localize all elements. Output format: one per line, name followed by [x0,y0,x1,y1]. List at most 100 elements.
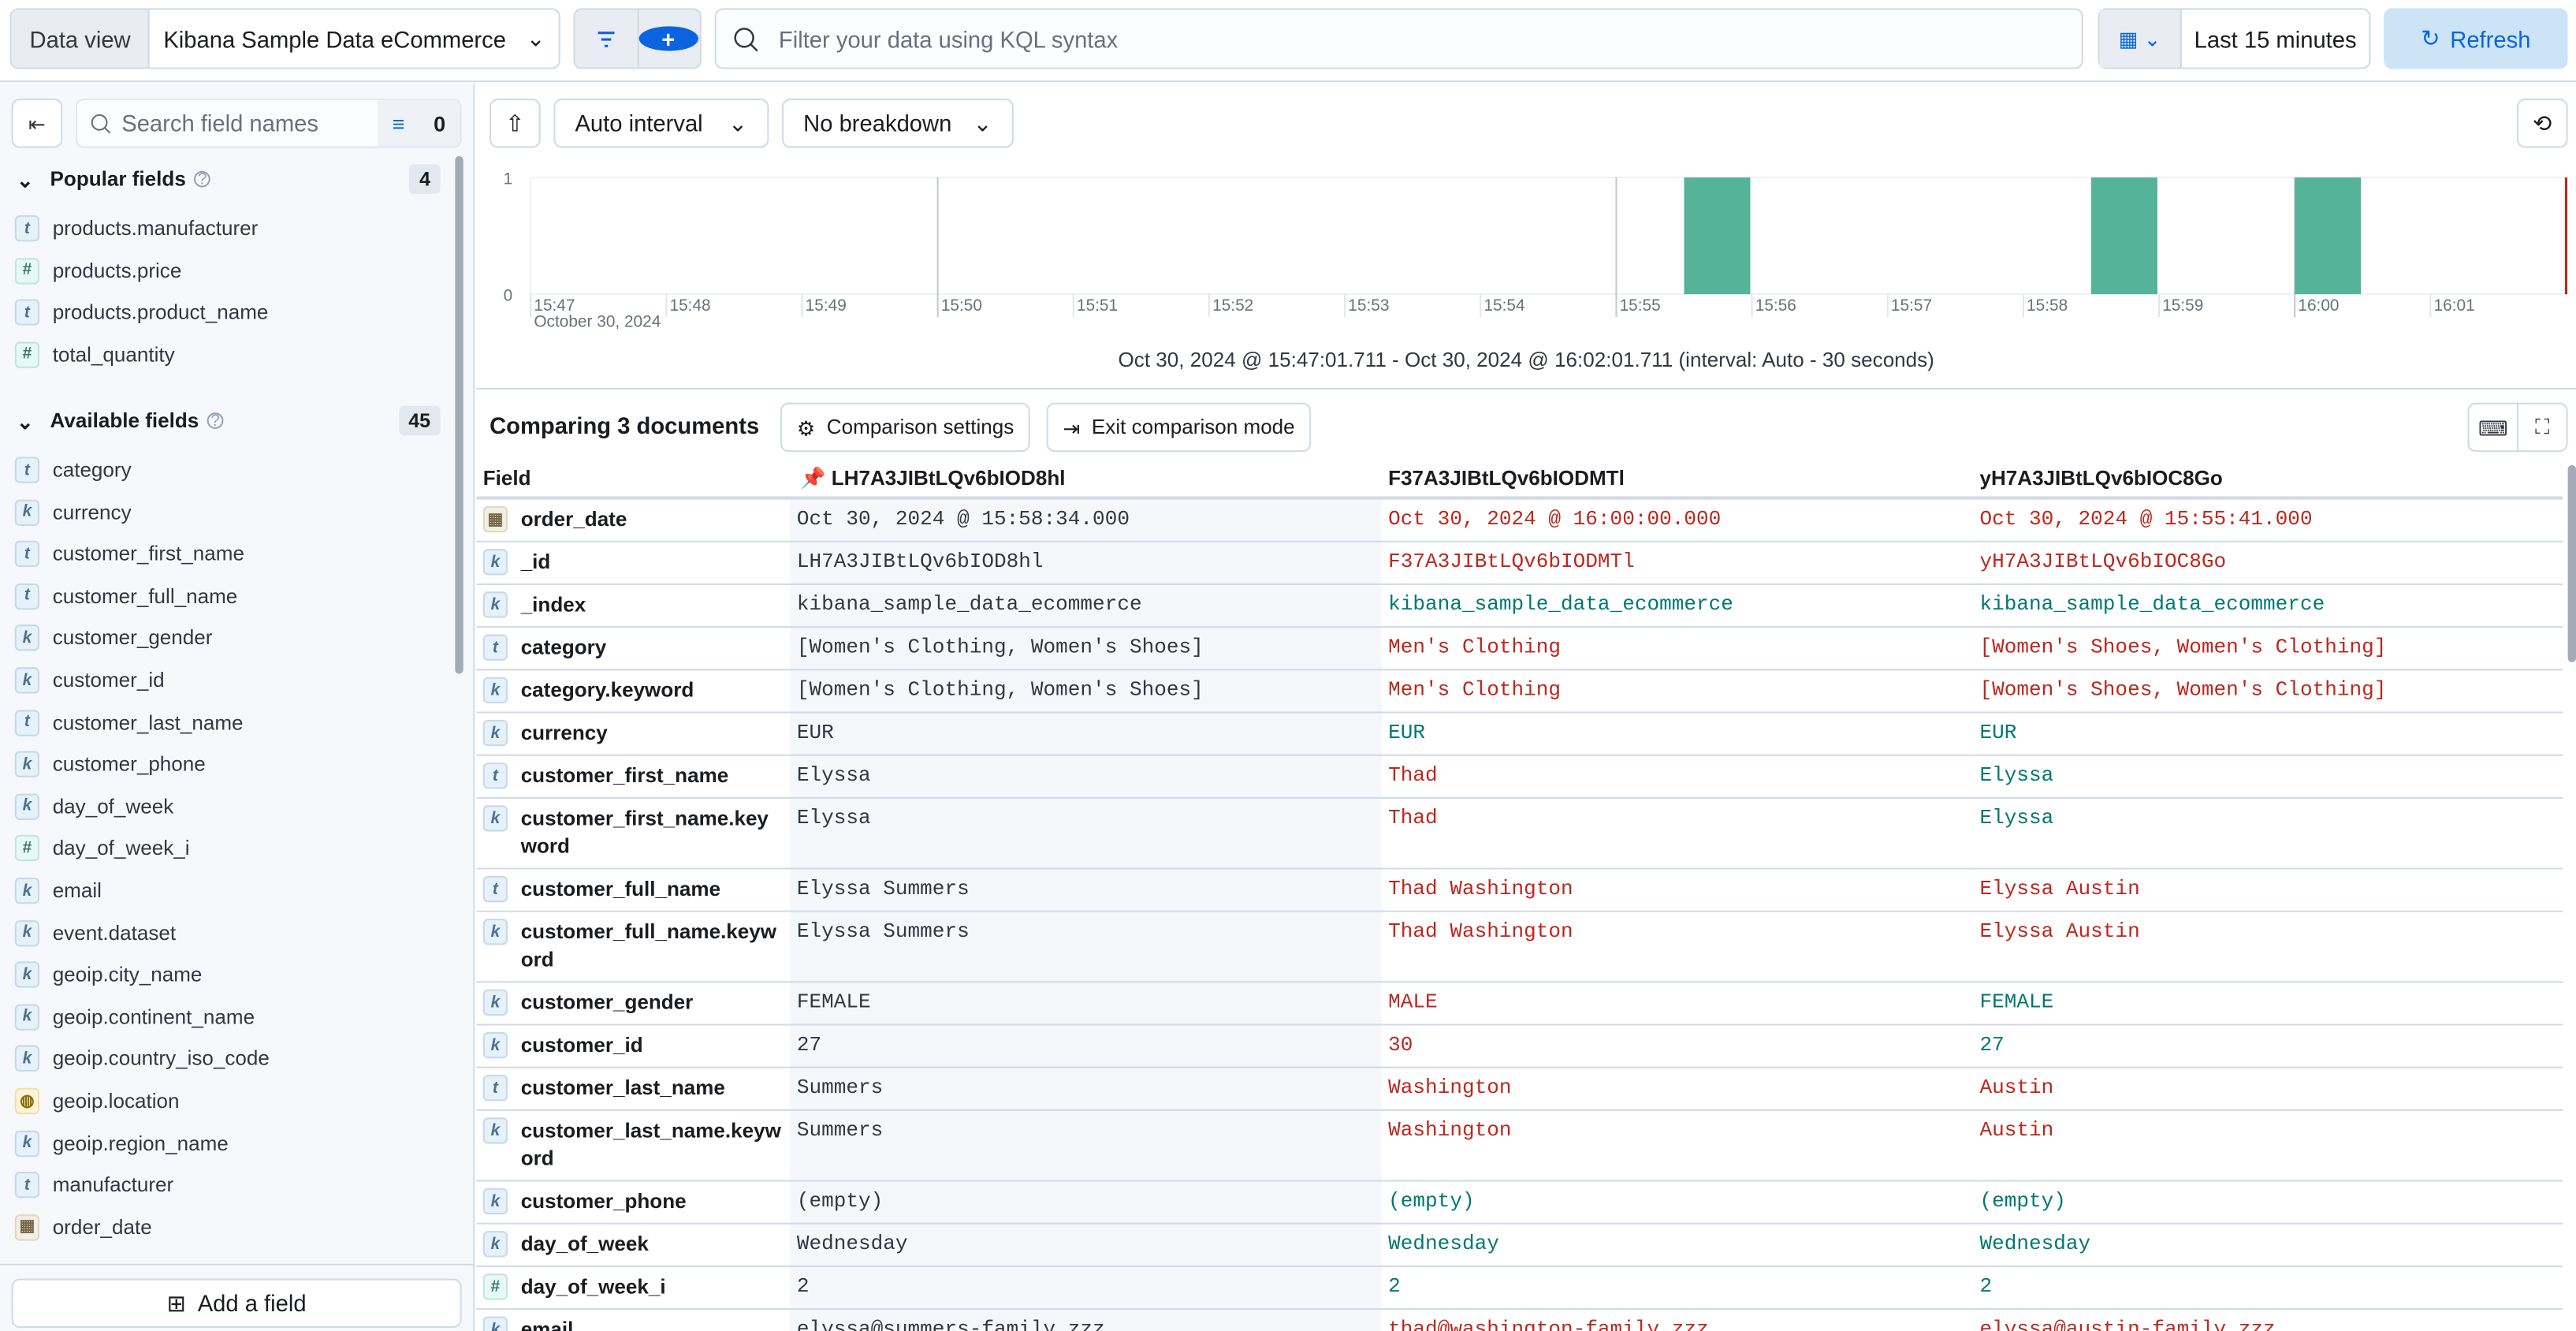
pinned-value-cell[interactable]: Summers [790,1109,1382,1182]
sidebar-field-item[interactable]: # products.price [14,252,459,289]
date-picker[interactable]: ▦ ⌄ Last 15 minutes [2098,8,2371,69]
field-filter-button[interactable]: ≡ 0 [378,100,460,147]
pinned-value-cell[interactable]: kibana_sample_data_ecommerce [790,583,1382,628]
compared-value-cell[interactable]: [Women's Shoes, Women's Clothing] [1973,669,2563,714]
pinned-value-cell[interactable]: [Women's Clothing, Women's Shoes] [790,669,1382,714]
compared-value-cell[interactable]: Austin [1973,1067,2563,1111]
sidebar-field-item[interactable]: k geoip.city_name [14,956,459,993]
compared-value-cell[interactable]: 2 [1973,1266,2563,1310]
document-column-header[interactable]: F37A3JIBtLQv6bIODMTl [1381,460,1974,500]
compared-value-cell[interactable]: kibana_sample_data_ecommerce [1381,583,1974,628]
compared-value-cell[interactable]: Thad Washington [1381,868,1974,912]
compared-value-cell[interactable]: Washington [1381,1067,1974,1111]
compared-value-cell[interactable]: Elyssa Austin [1973,911,2563,983]
sidebar-field-item[interactable]: t customer_last_name [14,704,459,740]
pinned-value-cell[interactable]: 27 [790,1024,1382,1068]
compared-value-cell[interactable]: Elyssa [1973,797,2563,870]
compared-value-cell[interactable]: Austin [1973,1109,2563,1182]
pinned-value-cell[interactable]: elyssa@summers-family.zzz [790,1309,1382,1331]
sidebar-field-item[interactable]: k customer_gender [14,621,459,657]
sidebar-field-item[interactable]: k day_of_week [14,789,459,825]
available-fields-header[interactable]: ⌄ Available fields? 45 [17,405,441,438]
collapse-sidebar-button[interactable]: ⇤ [11,99,63,148]
kql-query-input[interactable]: Filter your data using KQL syntax [714,8,2083,69]
pinned-value-cell[interactable]: EUR [790,712,1382,756]
fullscreen-button[interactable]: ⛶ [2518,405,2566,450]
compared-value-cell[interactable]: Thad [1381,755,1974,799]
pinned-value-cell[interactable]: [Women's Clothing, Women's Shoes] [790,627,1382,671]
sidebar-field-item[interactable]: k geoip.continent_name [14,999,459,1035]
sidebar-field-item[interactable]: ◍ geoip.location [14,1083,459,1119]
pinned-value-cell[interactable]: FEMALE [790,982,1382,1026]
compared-value-cell[interactable]: Wednesday [1381,1223,1974,1267]
sidebar-field-item[interactable]: k customer_phone [14,747,459,783]
compared-value-cell[interactable]: 30 [1381,1024,1974,1068]
compared-value-cell[interactable]: Men's Clothing [1381,627,1974,671]
document-column-header-pinned[interactable]: 📌 LH7A3JIBtLQv6bIOD8hl [790,460,1382,500]
compared-value-cell[interactable]: (empty) [1973,1180,2563,1225]
compared-value-cell[interactable]: Oct 30, 2024 @ 15:55:41.000 [1973,498,2563,542]
sidebar-field-item[interactable]: t category [14,452,459,488]
compared-value-cell[interactable]: Washington [1381,1109,1974,1182]
document-column-header[interactable]: yH7A3JIBtLQv6bIOC8Go [1973,460,2563,500]
pinned-value-cell[interactable]: Elyssa [790,797,1382,870]
toggle-chart-button[interactable]: ⇧ [490,99,541,148]
sidebar-field-item[interactable]: k geoip.region_name [14,1125,459,1161]
pinned-value-cell[interactable]: (empty) [790,1180,1382,1225]
sidebar-field-item[interactable]: k currency [14,494,459,530]
compared-value-cell[interactable]: Elyssa Austin [1973,868,2563,912]
compared-value-cell[interactable]: Thad Washington [1381,911,1974,983]
histogram-chart[interactable]: 0 1 15:47 15:48 15:49 15:50 15:51 15:52 15:53 15:… [476,156,2576,388]
compared-value-cell[interactable]: EUR [1973,712,2563,756]
compared-value-cell[interactable]: [Women's Shoes, Women's Clothing] [1973,627,2563,671]
keyboard-shortcuts-button[interactable]: ⌨ [2470,404,2519,451]
compared-value-cell[interactable]: Thad [1381,797,1974,870]
filter-menu-button[interactable] [575,9,638,68]
calendar-icon[interactable]: ▦ ⌄ [2099,9,2182,68]
refresh-button[interactable]: ↻ Refresh [2384,8,2568,69]
compared-value-cell[interactable]: elyssa@austin-family.zzz [1973,1309,2563,1331]
compared-value-cell[interactable]: Elyssa [1973,755,2563,799]
compared-value-cell[interactable]: kibana_sample_data_ecommerce [1973,583,2563,628]
pinned-value-cell[interactable]: Summers [790,1067,1382,1111]
table-scrollbar[interactable] [2567,464,2576,662]
interval-select[interactable]: Auto interval ⌄ [553,99,769,148]
sidebar-field-item[interactable]: k customer_id [14,662,459,699]
comparison-settings-button[interactable]: ⚙ Comparison settings [780,402,1031,453]
compared-value-cell[interactable]: thad@washington-family.zzz [1381,1309,1974,1331]
pinned-value-cell[interactable]: Elyssa [790,755,1382,799]
sidebar-field-item[interactable]: k email [14,873,459,909]
add-field-button[interactable]: ⊞ Add a field [11,1278,462,1329]
pinned-value-cell[interactable]: Oct 30, 2024 @ 15:58:34.000 [790,498,1382,542]
sidebar-field-item[interactable]: ▦ order_date [14,1210,459,1246]
sidebar-field-item[interactable]: # day_of_week_i [14,830,459,867]
pinned-value-cell[interactable]: Elyssa Summers [790,868,1382,912]
date-range[interactable]: Last 15 minutes [2194,25,2357,52]
sidebar-field-item[interactable]: t customer_first_name [14,536,459,572]
data-view-picker[interactable]: Data view Kibana Sample Data eCommerce ⌄ [9,8,560,69]
sidebar-scrollbar[interactable] [455,155,463,674]
exit-comparison-button[interactable]: ⇥ Exit comparison mode [1046,402,1312,453]
field-search[interactable]: Search field names ≡ 0 [75,99,462,148]
compared-value-cell[interactable]: 2 [1381,1266,1974,1310]
compared-value-cell[interactable]: EUR [1381,712,1974,756]
compared-value-cell[interactable]: Wednesday [1973,1223,2563,1267]
sidebar-field-item[interactable]: t customer_full_name [14,578,459,614]
sidebar-field-item[interactable]: t manufacturer [14,1167,459,1203]
pinned-value-cell[interactable]: Wednesday [790,1223,1382,1267]
pinned-value-cell[interactable]: Elyssa Summers [790,911,1382,983]
add-filter-button[interactable]: + [638,10,700,68]
compared-value-cell[interactable]: (empty) [1381,1180,1974,1225]
compared-value-cell[interactable]: 27 [1973,1024,2563,1068]
pinned-value-cell[interactable]: LH7A3JIBtLQv6bIOD8hl [790,541,1382,585]
sidebar-field-item[interactable]: t products.product_name [14,294,459,330]
compared-value-cell[interactable]: yH7A3JIBtLQv6bIOC8Go [1973,541,2563,585]
sidebar-field-item[interactable]: t products.manufacturer [14,211,459,247]
pinned-value-cell[interactable]: 2 [790,1266,1382,1310]
compared-value-cell[interactable]: F37A3JIBtLQv6bIODMTl [1381,541,1974,585]
breakdown-select[interactable]: No breakdown ⌄ [782,99,1014,148]
sidebar-field-item[interactable]: # total_quantity [14,337,459,373]
chart-options-button[interactable]: ⟲ [2516,99,2568,148]
popular-fields-header[interactable]: ⌄ Popular fields? 4 [17,162,441,196]
sidebar-field-item[interactable]: k event.dataset [14,915,459,951]
